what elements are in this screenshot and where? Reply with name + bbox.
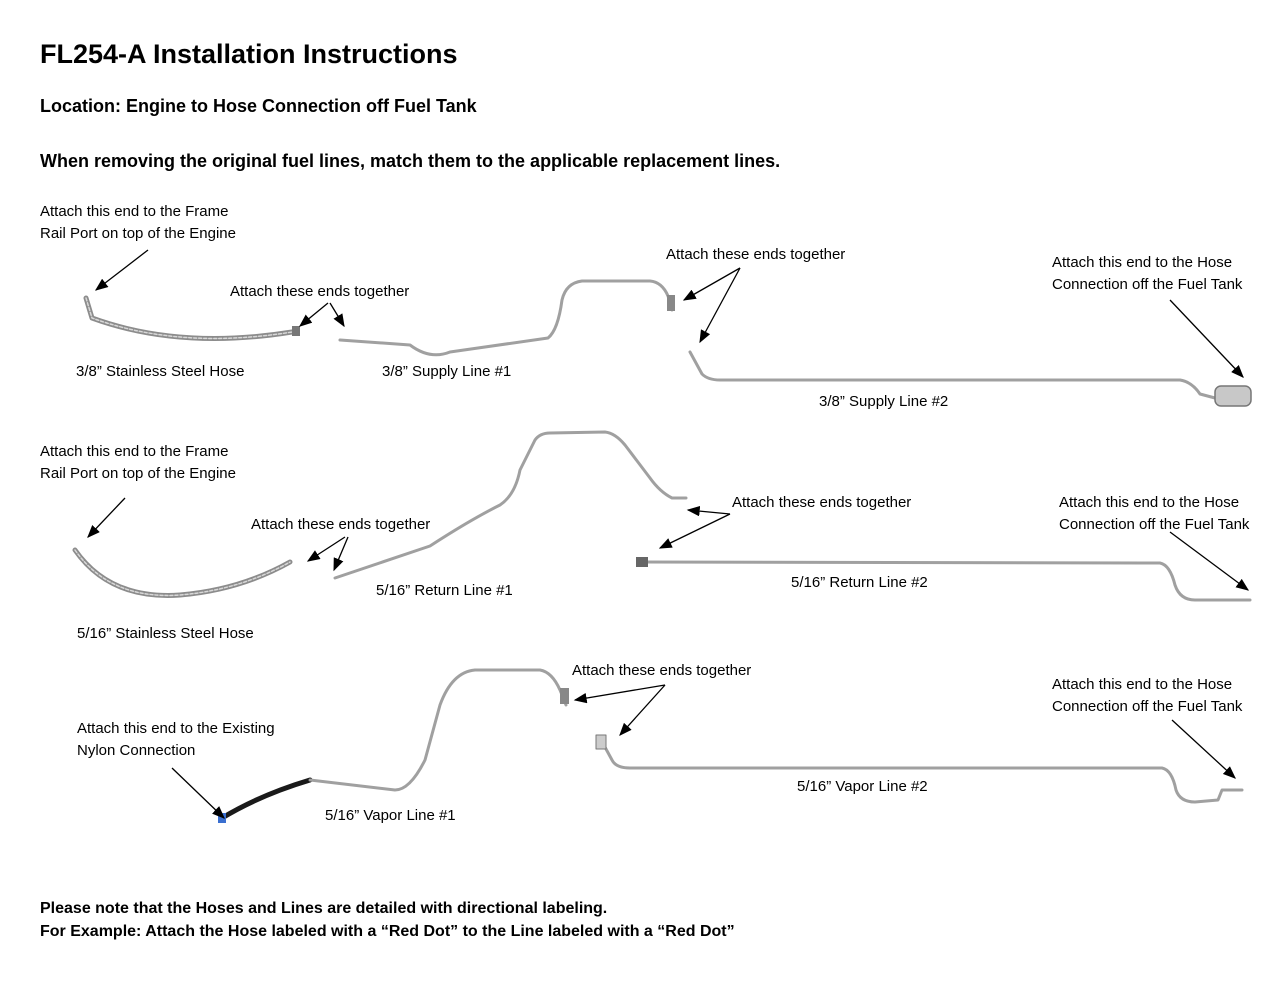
join-note-3: Attach these ends together: [572, 662, 752, 679]
engine-note-2b: Rail Port on top of the Engine: [40, 465, 236, 482]
tank-note-3b: Connection off the Fuel Tank: [1052, 698, 1243, 715]
engine-note-1b: Rail Port on top of the Engine: [40, 225, 236, 242]
hose-label-1: 3/8” Stainless Steel Hose: [76, 363, 245, 380]
engine-note-2a: Attach this end to the Frame: [40, 443, 229, 460]
join-note-1a: Attach these ends together: [230, 283, 410, 300]
line1-label-3: 5/16” Vapor Line #1: [325, 807, 456, 824]
tank-note-2b: Connection off the Fuel Tank: [1059, 516, 1250, 533]
supply-line-2: [688, 350, 1217, 400]
hose-label-2: 5/16” Stainless Steel Hose: [77, 625, 254, 642]
tank-note-1a: Attach this end to the Hose: [1052, 254, 1233, 271]
line1-label-1: 3/8” Supply Line #1: [382, 363, 512, 380]
line2-label-2: 5/16” Return Line #2: [791, 574, 928, 591]
vapor-line-2: [598, 736, 1244, 804]
engine-note-3b: Nylon Connection: [77, 742, 196, 759]
line-fitting: [636, 557, 648, 567]
vapor-line-1: [308, 668, 568, 792]
stainless-hose-3-8: [83, 295, 295, 341]
join-note-1b: Attach these ends together: [666, 246, 846, 263]
line2-label-1: 3/8” Supply Line #2: [819, 393, 949, 410]
fuel-filter-icon: [1214, 385, 1252, 407]
stainless-hose-5-16: [72, 547, 293, 598]
arrows: [87, 249, 1250, 819]
engine-note-3a: Attach this end to the Existing: [77, 720, 275, 737]
tank-note-1b: Connection off the Fuel Tank: [1052, 276, 1243, 293]
line1-label-2: 5/16” Return Line #1: [376, 582, 513, 599]
nylon-connector: [218, 813, 226, 823]
hose-fitting: [292, 326, 300, 336]
join-note-2b: Attach these ends together: [732, 494, 912, 511]
return-line-2: [638, 560, 1252, 602]
supply-line-1: [338, 279, 674, 357]
page-title: FL254-A Installation Instructions: [40, 39, 458, 69]
tank-note-2a: Attach this end to the Hose: [1059, 494, 1240, 511]
return-line-1: [333, 430, 688, 580]
line2-label-3: 5/16” Vapor Line #2: [797, 778, 928, 795]
note-directional: Please note that the Hoses and Lines are…: [40, 900, 608, 917]
location-heading: Location: Engine to Hose Connection off …: [40, 96, 477, 116]
intro-text: When removing the original fuel lines, m…: [40, 151, 781, 171]
line-fitting: [560, 688, 569, 704]
nylon-hose: [219, 777, 313, 821]
note-example: For Example: Attach the Hose labeled wit…: [40, 923, 735, 940]
tank-note-3a: Attach this end to the Hose: [1052, 676, 1233, 693]
line-fitting: [667, 295, 675, 311]
join-note-2a: Attach these ends together: [251, 516, 431, 533]
line-fitting: [595, 734, 607, 750]
engine-note-1a: Attach this end to the Frame: [40, 203, 229, 220]
